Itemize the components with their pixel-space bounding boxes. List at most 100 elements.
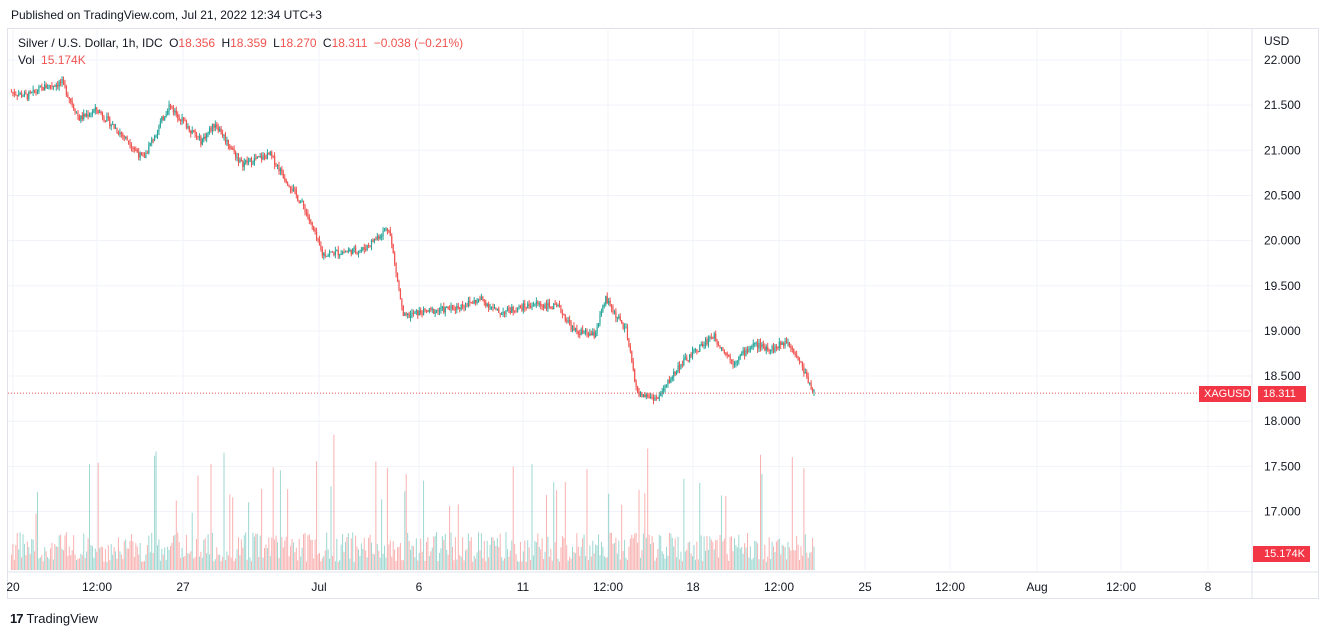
volume-bar — [164, 547, 166, 570]
volume-bar — [738, 534, 740, 570]
volume-bar — [187, 553, 189, 570]
candle-body — [182, 117, 185, 121]
volume-bar — [569, 556, 571, 570]
candle-body — [151, 139, 153, 143]
candle-body — [746, 349, 749, 352]
volume-bar — [161, 548, 163, 570]
candle-body — [761, 344, 763, 348]
candle-body — [256, 156, 258, 159]
candle-body — [107, 116, 109, 118]
volume-bar — [384, 545, 386, 570]
volume-bar — [436, 532, 438, 570]
volume-bar — [308, 534, 310, 570]
volume-bar — [592, 540, 594, 570]
candle-body — [219, 128, 221, 132]
candle-body — [516, 308, 519, 312]
volume-bar — [651, 535, 653, 570]
candle-body — [45, 84, 47, 89]
volume-bar — [200, 551, 202, 570]
candle-body — [715, 333, 717, 341]
candle-body — [667, 379, 669, 385]
volume-bar — [321, 557, 323, 570]
volume-bar — [638, 489, 640, 570]
candle-body — [295, 189, 297, 196]
volume-bar — [369, 534, 371, 570]
candle-body — [80, 115, 82, 121]
candle-body — [411, 313, 413, 315]
candle-body — [758, 342, 760, 349]
candle-body — [677, 364, 679, 372]
volume-bar — [194, 556, 196, 570]
volume-bar — [229, 494, 231, 570]
candle-body — [550, 306, 552, 309]
volume-bar — [639, 557, 641, 570]
candle-body — [91, 112, 94, 114]
volume-bar — [563, 537, 565, 570]
candle-body — [800, 361, 802, 363]
volume-bar — [170, 546, 172, 570]
volume-bar — [783, 545, 785, 570]
candle-body — [745, 349, 747, 356]
volume-bar — [252, 532, 254, 570]
footer-brand[interactable]: 17 TradingView — [10, 611, 98, 626]
volume-bar — [451, 546, 453, 570]
volume-bar — [128, 548, 130, 570]
candle-body — [159, 121, 161, 126]
volume-bar — [36, 491, 38, 570]
candle-body — [291, 189, 293, 191]
volume-bar — [459, 555, 461, 570]
candle-body — [412, 313, 415, 315]
candle-body — [635, 381, 637, 387]
candle-body — [204, 136, 206, 139]
volume-bar — [45, 551, 47, 570]
volume-bar — [381, 499, 383, 570]
candle-body — [482, 296, 484, 300]
legend-low: 18.270 — [279, 36, 317, 50]
volume-bar — [71, 550, 73, 570]
candle-body — [255, 158, 257, 160]
volume-bar — [631, 534, 633, 570]
candle-body — [239, 159, 241, 163]
volume-bar — [515, 554, 517, 570]
candle-body — [360, 249, 362, 251]
volume-bar — [632, 538, 634, 570]
volume-bar — [699, 482, 701, 570]
candle-body — [580, 329, 582, 336]
legend-low-label: L — [273, 36, 280, 50]
candle-body — [64, 82, 66, 87]
volume-bar — [301, 547, 303, 570]
volume-bar — [774, 552, 776, 570]
candle-body — [736, 360, 738, 363]
time-tick-label: Jul — [311, 580, 326, 594]
candle-body — [483, 299, 485, 302]
published-line: Published on TradingView.com, Jul 21, 20… — [11, 8, 322, 22]
volume-bar — [807, 557, 809, 570]
volume-bar — [635, 532, 637, 570]
volume-bar — [517, 561, 519, 570]
volume-bar — [425, 541, 427, 570]
candle-body — [247, 161, 250, 163]
candle-body — [582, 329, 584, 333]
candle-body — [272, 155, 274, 157]
volume-bar — [183, 557, 185, 570]
volume-bar — [347, 533, 349, 570]
volume-bar — [191, 512, 193, 570]
volume-bar — [521, 561, 523, 570]
candle-body — [636, 386, 639, 393]
volume-bar — [670, 533, 672, 570]
volume-bar — [10, 554, 12, 570]
volume-bar — [181, 547, 183, 570]
candle-body — [112, 124, 114, 126]
candle-body — [52, 85, 54, 87]
candle-body — [535, 301, 537, 304]
volume-bar — [78, 558, 80, 570]
candle-body — [767, 346, 769, 351]
candle-body — [245, 160, 247, 163]
candle-body — [674, 371, 676, 374]
candle-body — [673, 371, 675, 377]
volume-bar — [281, 537, 283, 570]
volume-bar — [340, 544, 342, 570]
candle-body — [642, 394, 644, 397]
candle-body — [785, 341, 788, 344]
